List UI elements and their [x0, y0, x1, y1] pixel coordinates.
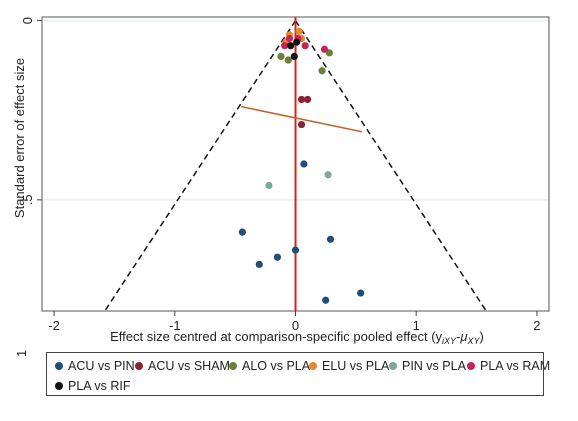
point-pla-vs-ram-1 — [320, 45, 329, 53]
legend-marker-icon — [309, 362, 317, 370]
x-axis-title-mid: -μ — [456, 329, 467, 344]
point-acu-vs-sham-0 — [297, 95, 306, 104]
x-tick-label-2: 0 — [292, 318, 299, 333]
point-elu-vs-pla-3 — [295, 27, 303, 35]
point-alo-vs-pla-2 — [277, 52, 285, 61]
point-alo-vs-pla-1 — [318, 67, 326, 75]
point-acu-vs-pin-3 — [291, 246, 300, 254]
point-alo-vs-pla-0 — [284, 56, 292, 64]
x-axis-title-end: ) — [480, 329, 484, 344]
legend: ACU vs PIN ACU vs SHAM ALO vs PLA ELU vs PL… — [46, 352, 550, 396]
point-pla-vs-rif-2 — [287, 42, 295, 50]
legend-label: ACU vs PIN — [68, 359, 135, 373]
legend-label: ELU vs PLA — [322, 359, 390, 373]
y-axis-ticks: 0.5 — [20, 17, 42, 205]
legend-marker-icon — [135, 362, 143, 370]
x-tick-label-3: 1 — [413, 318, 420, 333]
legend-marker-icon — [467, 362, 475, 370]
x-axis-title-sub1: iXY — [442, 336, 457, 346]
funnel-left-line — [104, 20, 297, 312]
y-tick-label-1: .5 — [20, 194, 35, 205]
funnel-limits — [104, 20, 487, 312]
legend-label: ALO vs PLA — [242, 359, 311, 373]
legend-label: PLA vs RIF — [68, 379, 131, 393]
legend-label: PIN vs PLA — [402, 359, 466, 373]
x-axis-title: Effect size centred at comparison-specif… — [110, 329, 484, 346]
point-pin-vs-pla-1 — [324, 171, 332, 179]
point-acu-vs-pin-7 — [322, 296, 330, 304]
point-pla-vs-ram-0 — [281, 42, 289, 50]
legend-label: PLA vs RAM — [480, 359, 551, 373]
point-pla-vs-ram-3 — [285, 34, 294, 43]
point-pla-vs-rif-1 — [290, 52, 298, 61]
point-pin-vs-pla-0 — [265, 181, 273, 190]
legend-marker-icon — [389, 362, 397, 370]
x-tick-label-4: 2 — [533, 318, 540, 333]
point-acu-vs-sham-1 — [303, 95, 312, 104]
legend-marker-icon — [55, 382, 63, 390]
x-tick-label-1: -1 — [169, 318, 181, 333]
legend-marker-icon — [229, 362, 237, 370]
point-acu-vs-pin-6 — [357, 289, 365, 297]
point-pla-vs-rif-0 — [293, 38, 301, 46]
x-axis-title-sub2: XY — [467, 336, 481, 346]
y-axis-title: Standard error of effect size — [12, 58, 27, 218]
point-acu-vs-pin-4 — [273, 253, 281, 261]
point-acu-vs-pin-1 — [238, 228, 246, 236]
data-points — [238, 27, 365, 304]
funnel-right-line — [294, 20, 487, 312]
point-acu-vs-pin-5 — [255, 260, 263, 268]
point-acu-vs-pin-0 — [300, 160, 308, 168]
regression-line-group — [241, 105, 363, 133]
y-tick-label-0: 0 — [20, 17, 35, 24]
regression-line — [241, 105, 363, 133]
x-axis-ticks: -2 -1 0 1 2 — [48, 311, 541, 333]
side-label: 1 — [14, 349, 29, 357]
point-acu-vs-pin-2 — [326, 235, 335, 243]
legend-marker-icon — [55, 362, 63, 370]
x-axis-title-main: Effect size centred at comparison-specif… — [110, 329, 442, 344]
legend-label: ACU vs SHAM — [148, 359, 230, 373]
point-acu-vs-sham-2 — [297, 120, 306, 129]
point-pla-vs-ram-2 — [301, 42, 309, 50]
x-tick-label-0: -2 — [48, 318, 60, 333]
